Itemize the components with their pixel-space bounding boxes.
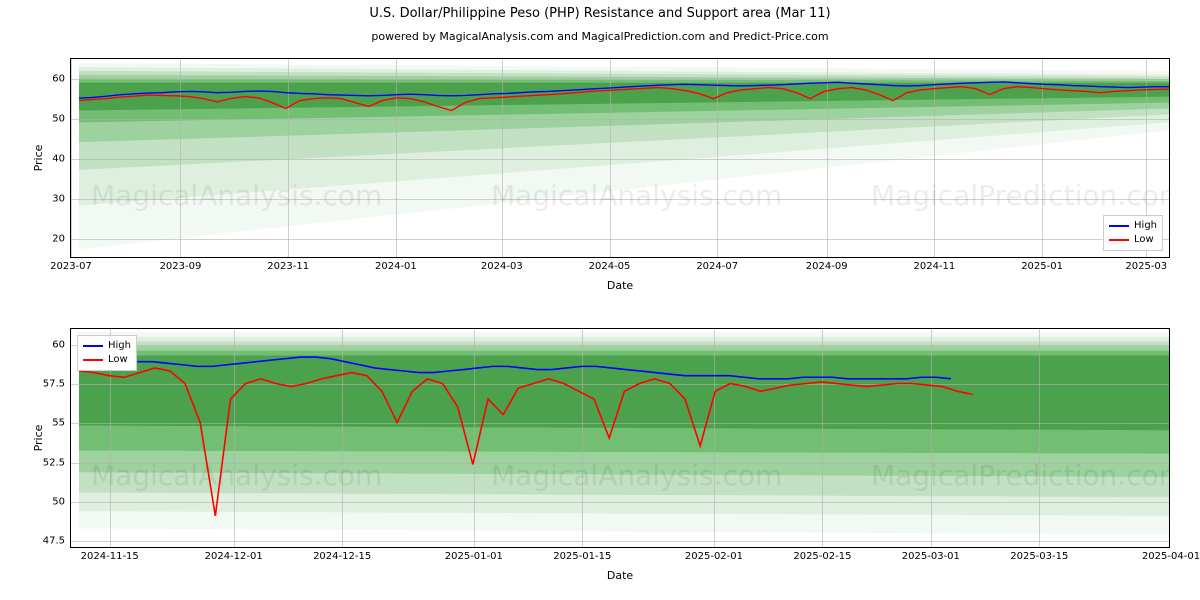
ytick-label: 60	[52, 74, 71, 85]
xtick-label: 2025-03-15	[1010, 547, 1068, 562]
ytick-label: 20	[52, 234, 71, 245]
subtitle-text: powered by MagicalAnalysis.com and Magic…	[371, 30, 828, 43]
ytick-label: 52.5	[43, 457, 71, 468]
ytick-label: 30	[52, 194, 71, 205]
xtick-label: 2024-05	[589, 257, 631, 272]
figure-title: U.S. Dollar/Philippine Peso (PHP) Resist…	[0, 6, 1200, 21]
xtick-label: 2025-01-15	[553, 547, 611, 562]
xtick-label: 2025-03	[1125, 257, 1167, 272]
ytick-label: 60	[52, 339, 71, 350]
top-plot-area: MagicalAnalysis.com MagicalAnalysis.com …	[71, 59, 1169, 257]
price-line	[79, 357, 951, 379]
bottom-xlabel: Date	[607, 569, 633, 582]
bottom-lines	[71, 329, 1169, 547]
legend-line-icon	[1109, 225, 1129, 227]
xtick-label: 2024-07	[696, 257, 738, 272]
legend-label: Low	[108, 353, 128, 367]
top-ylabel: Price	[32, 145, 45, 172]
xtick-label: 2025-02-15	[793, 547, 851, 562]
xtick-label: 2024-09	[806, 257, 848, 272]
price-line	[79, 368, 973, 516]
bottom-ylabel: Price	[32, 425, 45, 452]
bottom-plot-area: MagicalAnalysis.com MagicalAnalysis.com …	[71, 329, 1169, 547]
title-text: U.S. Dollar/Philippine Peso (PHP) Resist…	[369, 6, 830, 21]
xtick-label: 2024-12-01	[205, 547, 263, 562]
legend-item: High	[1109, 219, 1157, 233]
xtick-label: 2024-01	[375, 257, 417, 272]
ytick-label: 40	[52, 154, 71, 165]
figure: U.S. Dollar/Philippine Peso (PHP) Resist…	[0, 0, 1200, 600]
legend-line-icon	[1109, 239, 1129, 241]
legend-item: Low	[1109, 233, 1157, 247]
xtick-label: 2024-03	[481, 257, 523, 272]
ytick-label: 57.5	[43, 379, 71, 390]
price-line	[79, 87, 1169, 111]
xtick-label: 2025-03-01	[902, 547, 960, 562]
legend-label: High	[108, 339, 131, 353]
xtick-label: 2024-11	[913, 257, 955, 272]
legend-item: High	[83, 339, 131, 353]
top-lines	[71, 59, 1169, 257]
xtick-label: 2023-09	[160, 257, 202, 272]
ytick-label: 50	[52, 496, 71, 507]
bottom-chart: MagicalAnalysis.com MagicalAnalysis.com …	[70, 328, 1170, 548]
legend-label: High	[1134, 219, 1157, 233]
ytick-label: 47.5	[43, 536, 71, 547]
xtick-label: 2025-02-01	[685, 547, 743, 562]
top-legend: HighLow	[1103, 215, 1163, 251]
xtick-label: 2025-01	[1021, 257, 1063, 272]
top-chart: MagicalAnalysis.com MagicalAnalysis.com …	[70, 58, 1170, 258]
xtick-label: 2025-01-01	[445, 547, 503, 562]
legend-line-icon	[83, 359, 103, 361]
xtick-label: 2024-11-15	[81, 547, 139, 562]
legend-line-icon	[83, 345, 103, 347]
xtick-label: 2023-07	[50, 257, 92, 272]
xtick-label: 2023-11	[267, 257, 309, 272]
xtick-label: 2025-04-01	[1142, 547, 1200, 562]
figure-subtitle: powered by MagicalAnalysis.com and Magic…	[0, 30, 1200, 43]
ytick-label: 55	[52, 418, 71, 429]
bottom-legend: HighLow	[77, 335, 137, 371]
legend-item: Low	[83, 353, 131, 367]
ytick-label: 50	[52, 114, 71, 125]
xtick-label: 2024-12-15	[313, 547, 371, 562]
legend-label: Low	[1134, 233, 1154, 247]
top-xlabel: Date	[607, 279, 633, 292]
